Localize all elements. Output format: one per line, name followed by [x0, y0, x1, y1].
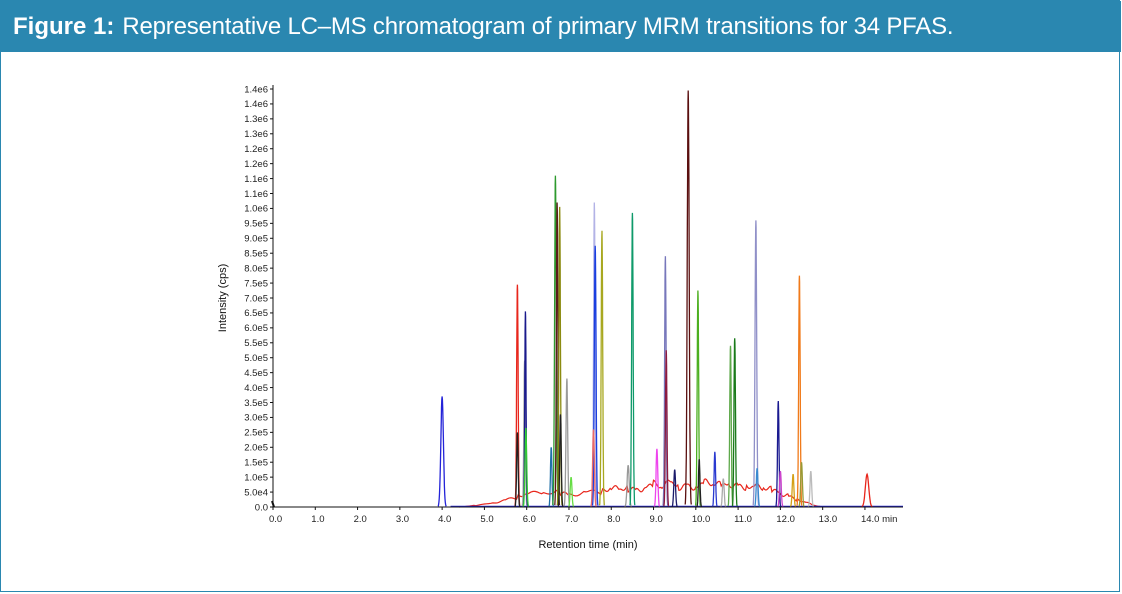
x-tick-label: 9.0: [650, 514, 663, 525]
x-tick-label: 3.0: [396, 514, 409, 525]
peak-trace: [437, 396, 447, 507]
y-tick-label: 9.5e5: [244, 219, 268, 230]
peak-trace: [552, 175, 559, 506]
x-tick-label: 6.0: [523, 514, 536, 525]
y-tick-label: 6.0e5: [244, 323, 268, 334]
peak-trace: [590, 429, 597, 507]
baseline-trace: [458, 478, 823, 508]
peak-trace: [662, 256, 669, 506]
y-tick-label: 1.1e6: [244, 174, 268, 185]
peak-trace: [557, 414, 564, 507]
peak-trace: [720, 478, 727, 508]
x-axis-ticks: 0.0 1.0 2.0 3.0 4.0 5.0 6.0 7.0 8.0 9.0 10.0 11.0 12…: [269, 507, 897, 525]
peak-trace: [514, 432, 521, 507]
peak-trace: [861, 472, 873, 508]
y-tick-label: 2.5e5: [244, 428, 268, 439]
x-tick-label: 4.0: [438, 514, 451, 525]
x-tick-label: 14.0 min: [861, 514, 897, 525]
y-tick-label: 5.5e5: [244, 338, 268, 349]
x-tick-label: 12.0: [776, 514, 795, 525]
x-tick-label: 11.0: [734, 514, 752, 525]
peak-series-group: [271, 90, 873, 508]
y-axis-title: Intensity (cps): [217, 264, 229, 332]
y-tick-label: 1.3e6: [244, 129, 268, 140]
peak-trace: [775, 400, 782, 507]
y-tick-label: 1.2e6: [244, 159, 268, 170]
y-tick-label: 9.0e5: [244, 234, 268, 245]
peak-trace: [727, 345, 734, 507]
y-tick-label: 7.5e5: [244, 278, 268, 289]
peak-trace: [629, 212, 636, 506]
x-tick-label: 5.0: [480, 514, 493, 525]
chromatogram-chart: 0.0 5.0e4 1.0e5 1.5e5 2.0e5 2.5e5 3.0e5 3.5e5 4.…: [217, 84, 903, 551]
y-tick-label: 8.5e5: [244, 249, 268, 260]
peak-trace: [731, 338, 738, 507]
peak-trace: [663, 350, 670, 507]
figure-caption: Representative LC–MS chromatogram of pri…: [122, 12, 954, 40]
peak-trace: [696, 459, 703, 508]
peak-trace: [753, 468, 761, 508]
y-tick-label: 1.4e6: [244, 99, 268, 110]
y-axis-ticks: 0.0 5.0e4 1.0e5 1.5e5 2.0e5 2.5e5 3.0e5 3.5e5 4.…: [244, 84, 273, 513]
figure-label: Figure 1:: [13, 12, 115, 40]
y-tick-label: 7.0e5: [244, 293, 268, 304]
y-tick-label: 1.4e6: [244, 84, 268, 95]
y-tick-label: 4.0e5: [244, 383, 268, 394]
y-tick-label: 3.5e5: [244, 398, 268, 409]
peak-trace: [554, 202, 561, 506]
y-tick-label: 6.5e5: [244, 308, 268, 319]
peak-trace: [798, 462, 805, 508]
peak-trace: [752, 220, 760, 506]
x-axis-title: Retention time (min): [538, 539, 637, 551]
peak-trace: [567, 476, 575, 508]
x-tick-label: 2.0: [354, 514, 367, 525]
x-tick-label: 10.0: [692, 514, 711, 525]
y-tick-label: 3.0e5: [244, 413, 268, 424]
x-tick-label: 13.0: [819, 514, 838, 525]
x-tick-label: 8.0: [607, 514, 620, 525]
peak-trace: [671, 469, 678, 508]
peak-trace: [653, 448, 661, 507]
y-tick-label: 1.1e6: [244, 189, 268, 200]
y-tick-label: 1.0e5: [244, 472, 268, 483]
y-tick-label: 4.5e5: [244, 368, 268, 379]
figure-caption-bar: Figure 1: Representative LC–MS chromatog…: [1, 1, 1121, 52]
x-tick-label: 0.0: [269, 514, 282, 525]
x-tick-label: 7.0: [565, 514, 578, 525]
peak-trace: [777, 471, 784, 508]
peak-trace: [711, 451, 718, 507]
peak-trace: [807, 471, 814, 508]
y-tick-label: 5.0e4: [244, 487, 268, 498]
y-tick-label: 2.0e5: [244, 443, 268, 454]
y-tick-label: 8.0e5: [244, 263, 268, 274]
y-tick-label: 1.0e6: [244, 204, 268, 215]
peak-trace: [591, 245, 599, 506]
y-tick-label: 0.0: [255, 502, 268, 513]
y-tick-label: 1.2e6: [244, 144, 268, 155]
y-tick-label: 1.5e5: [244, 458, 268, 469]
x-tick-label: 1.0: [311, 514, 324, 525]
peak-trace: [563, 378, 571, 507]
y-tick-label: 5.0e5: [244, 353, 268, 364]
peak-trace: [514, 284, 521, 506]
peak-trace: [522, 427, 530, 507]
peak-trace: [789, 474, 797, 508]
y-tick-label: 1.3e6: [244, 114, 268, 125]
peak-trace: [598, 230, 605, 506]
peak-trace: [684, 90, 692, 505]
